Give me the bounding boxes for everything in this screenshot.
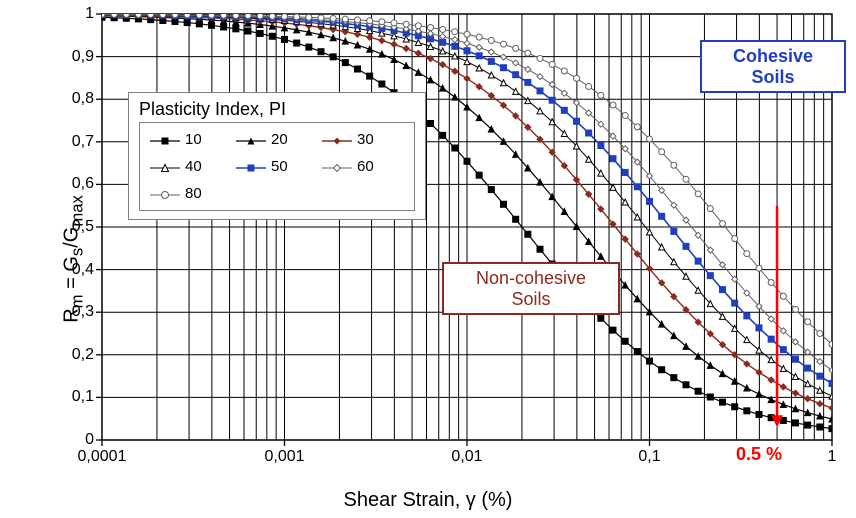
- x-tick-label: 1: [828, 448, 837, 466]
- legend-item-label: 30: [357, 131, 374, 148]
- y-tick-label: 1: [56, 5, 94, 23]
- legend-item-label: 50: [271, 158, 288, 175]
- chart-container: 00,10,20,30,40,50,60,70,80,91 0,00010,00…: [0, 0, 856, 518]
- y-tick-label: 0,2: [56, 346, 94, 364]
- legend-item-label: 80: [185, 185, 202, 202]
- y-tick-label: 0,6: [56, 175, 94, 193]
- y-tick-label: 0,8: [56, 90, 94, 108]
- y-tick-label: 0,1: [56, 388, 94, 406]
- legend-item-40: 40: [150, 158, 232, 175]
- annotation-arrow-label: 0.5 %: [736, 444, 782, 465]
- x-tick-label: 0,0001: [78, 448, 127, 466]
- legend-item-60: 60: [322, 158, 404, 175]
- y-tick-label: 0: [56, 431, 94, 449]
- legend: Plasticity Index, PI 10 20 30 40 50 60 80: [128, 92, 426, 220]
- legend-item-label: 20: [271, 131, 288, 148]
- legend-item-50: 50: [236, 158, 318, 175]
- annotation-cohesive-soils: CohesiveSoils: [700, 40, 846, 93]
- x-axis-title: Shear Strain, γ (%): [344, 489, 513, 512]
- y-tick-label: 0,9: [56, 48, 94, 66]
- annotation-noncohesive-soils: Non-cohesiveSoils: [442, 262, 620, 315]
- x-tick-label: 0,1: [638, 448, 660, 466]
- legend-title: Plasticity Index, PI: [139, 99, 415, 120]
- y-axis-title: Rm = Gs/Gmax: [60, 195, 87, 323]
- x-tick-label: 0,01: [451, 448, 482, 466]
- legend-items: 10 20 30 40 50 60 80: [139, 122, 415, 211]
- x-tick-label: 0,001: [264, 448, 304, 466]
- legend-item-20: 20: [236, 131, 318, 148]
- legend-item-80: 80: [150, 185, 232, 202]
- legend-item-10: 10: [150, 131, 232, 148]
- legend-item-label: 40: [185, 158, 202, 175]
- legend-item-label: 10: [185, 131, 202, 148]
- legend-item-30: 30: [322, 131, 404, 148]
- y-tick-label: 0,7: [56, 133, 94, 151]
- legend-item-label: 60: [357, 158, 374, 175]
